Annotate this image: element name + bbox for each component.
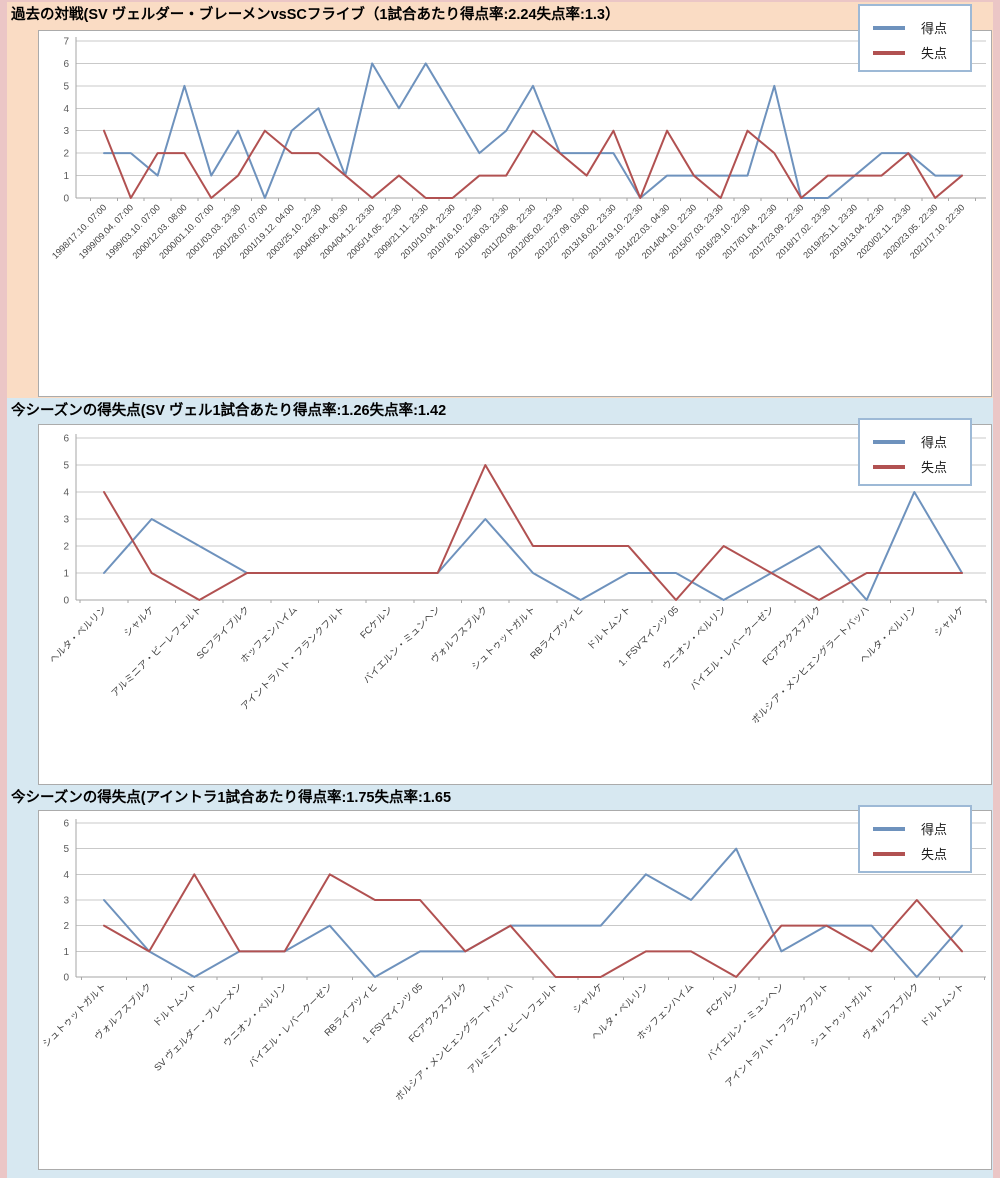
legend: 得点 失点 (858, 4, 972, 72)
chart-title-past-matches: 過去の対戦(SV ヴェルダー・ブレーメンvsSCフライブ（1試合あたり得点率:2… (11, 7, 620, 23)
legend: 得点 失点 (858, 418, 972, 486)
x-axis-ticks (90, 198, 976, 201)
svg-text:FCケルン: FCケルン (358, 604, 395, 641)
svg-text:シャルケ: シャルケ (122, 604, 157, 639)
conceded-line (103, 873, 963, 978)
legend-label-scored: 得点 (921, 21, 948, 36)
y-axis-labels: 0 1 2 3 4 5 6 (63, 434, 69, 607)
svg-text:3: 3 (63, 126, 69, 137)
svg-text:4: 4 (63, 104, 69, 115)
svg-text:6: 6 (63, 819, 69, 830)
x-axis-ticks (80, 977, 986, 980)
svg-text:6: 6 (63, 59, 69, 70)
x-axis-labels: ヘルタ・ベルリン シャルケアルミニア・ビーレフェルトSCフライブルクホッフェンハイ… (48, 604, 968, 727)
svg-text:2: 2 (63, 921, 69, 932)
legend-label-scored: 得点 (921, 435, 948, 450)
gridlines (76, 437, 986, 601)
svg-text:4: 4 (63, 870, 69, 881)
svg-text:0: 0 (63, 194, 69, 205)
svg-text:FCケルン: FCケルン (705, 981, 742, 1018)
legend-row-scored: 得点 (860, 15, 970, 40)
chart-title-season-werder: 今シーズンの得失点(SV ヴェル1試合あたり得点率:1.26失点率:1.42 (11, 403, 447, 419)
svg-text:アルミニア・ビーレフェルト: アルミニア・ビーレフェルト (466, 981, 561, 1076)
svg-text:ドルトムント: ドルトムント (151, 981, 199, 1029)
svg-text:1: 1 (63, 171, 69, 182)
conceded-line (103, 129, 963, 199)
svg-text:アイントラハト・フランクフルト: アイントラハト・フランクフルト (239, 604, 347, 712)
svg-text:2: 2 (63, 149, 69, 160)
svg-text:ドルトムント: ドルトムント (919, 981, 967, 1029)
svg-text:3: 3 (63, 515, 69, 526)
svg-text:SV ヴェルダー・ブレーメン: SV ヴェルダー・ブレーメン (152, 981, 245, 1074)
line-chart-season-werder: 0 1 2 3 4 5 6 ヘルタ・ベルリン シャルケアルミニア・ビーレフェルトSCフライブルク… (48, 434, 987, 727)
legend: 得点 失点 (858, 805, 972, 873)
svg-text:バイエルン・ミュンヘン: バイエルン・ミュンヘン (705, 981, 786, 1062)
scored-line (103, 847, 963, 978)
y-axis-labels: 0 1 2 3 4 5 6 7 (63, 37, 69, 205)
legend-label-conceded: 失点 (921, 847, 948, 862)
y-axis-labels: 0 1 2 3 4 5 6 (63, 819, 69, 984)
legend-row-scored: 得点 (860, 429, 970, 454)
svg-text:5: 5 (63, 844, 69, 855)
conceded-line-swatch (873, 464, 905, 469)
conceded-line (103, 464, 963, 601)
svg-text:ヘルタ・ベルリン: ヘルタ・ベルリン (48, 604, 110, 666)
x-axis-ticks (79, 600, 987, 603)
svg-text:6: 6 (63, 434, 69, 445)
section-season-eintracht: 今シーズンの得失点(アイントラ1試合あたり得点率:1.75失点率:1.65 0 1… (7, 785, 993, 1178)
gridlines (76, 40, 986, 199)
svg-text:5: 5 (63, 81, 69, 92)
chart-area-season-eintracht: 0 1 2 3 4 5 6 シュトゥットガルト ヴォルフスブルク ドルトムント SV ヴェルダー・ブ… (38, 810, 992, 1170)
gridlines (76, 822, 986, 978)
svg-text:1: 1 (63, 569, 69, 580)
svg-text:シャルケ: シャルケ (932, 604, 967, 639)
conceded-line-swatch (873, 50, 905, 55)
legend-label-conceded: 失点 (921, 460, 948, 475)
svg-text:5: 5 (63, 461, 69, 472)
svg-text:アルミニア・ビーレフェルト: アルミニア・ビーレフェルト (109, 604, 204, 699)
svg-text:シャルケ: シャルケ (571, 981, 606, 1016)
legend-row-conceded: 失点 (860, 454, 970, 479)
svg-text:3: 3 (63, 896, 69, 907)
svg-text:バイエルン・ミュンヘン: バイエルン・ミュンヘン (361, 604, 442, 685)
legend-label-conceded: 失点 (921, 46, 948, 61)
svg-text:2: 2 (63, 542, 69, 553)
section-past-matches: 過去の対戦(SV ヴェルダー・ブレーメンvsSCフライブ（1試合あたり得点率:2… (7, 2, 993, 398)
svg-text:ドルトムント: ドルトムント (585, 604, 633, 652)
chart-area-past-matches: 0 1 2 3 4 5 6 7 1998/17.10. 07:00 1999/09.04. 07:… (38, 30, 992, 397)
scored-line-swatch (873, 826, 905, 831)
svg-text:7: 7 (63, 37, 69, 48)
svg-text:4: 4 (63, 488, 69, 499)
legend-row-scored: 得点 (860, 816, 970, 841)
legend-label-scored: 得点 (921, 822, 948, 837)
chart-area-season-werder: 0 1 2 3 4 5 6 ヘルタ・ベルリン シャルケ アルミニア・ビーレフェルト SCフライブルク… (38, 424, 992, 785)
scored-line-swatch (873, 439, 905, 444)
svg-text:0: 0 (63, 596, 69, 607)
scored-line (103, 62, 963, 199)
svg-text:1: 1 (63, 947, 69, 958)
legend-row-conceded: 失点 (860, 40, 970, 65)
scored-line-swatch (873, 25, 905, 30)
svg-text:バイエル・レバークーゼン: バイエル・レバークーゼン (687, 604, 776, 693)
legend-row-conceded: 失点 (860, 841, 970, 866)
svg-text:0: 0 (63, 973, 69, 984)
section-season-werder: 今シーズンの得失点(SV ヴェル1試合あたり得点率:1.26失点率:1.42 0… (7, 398, 993, 785)
svg-text:バイエル・レバークーゼン: バイエル・レバークーゼン (246, 981, 335, 1070)
chart-title-season-eintracht: 今シーズンの得失点(アイントラ1試合あたり得点率:1.75失点率:1.65 (11, 790, 452, 806)
conceded-line-swatch (873, 851, 905, 856)
